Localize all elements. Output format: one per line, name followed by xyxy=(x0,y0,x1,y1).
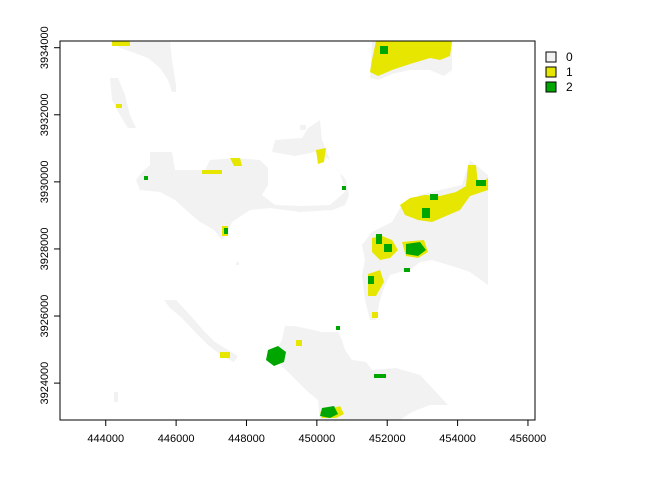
x-tick-label: 448000 xyxy=(228,433,265,445)
x-tick-label: 444000 xyxy=(87,433,124,445)
x-tick-label: 456000 xyxy=(510,433,547,445)
raster-region xyxy=(400,165,488,222)
raster-region xyxy=(300,125,306,130)
x-tick-label: 446000 xyxy=(158,433,195,445)
x-tick-label: 454000 xyxy=(439,433,476,445)
raster-region xyxy=(116,104,122,108)
y-tick-label: 3934000 xyxy=(39,26,51,69)
raster-region xyxy=(374,374,386,378)
raster-region xyxy=(296,340,302,346)
legend: 012 xyxy=(545,50,573,94)
raster-region xyxy=(380,46,388,54)
legend-swatch xyxy=(545,66,557,78)
raster-region xyxy=(422,208,430,218)
raster-region xyxy=(430,194,438,200)
raster-region xyxy=(320,406,338,418)
raster-region xyxy=(224,228,228,234)
raster-region xyxy=(316,148,326,164)
raster-region xyxy=(266,346,286,366)
raster-region xyxy=(112,41,130,46)
raster-region xyxy=(220,352,230,358)
raster-region xyxy=(110,78,136,128)
raster-region xyxy=(336,326,340,330)
y-tick-label: 3928000 xyxy=(39,228,51,271)
raster-region xyxy=(114,392,118,402)
raster-region xyxy=(113,41,176,92)
raster-region xyxy=(230,158,242,166)
raster-region xyxy=(368,276,374,284)
y-axis: 3924000 3926000 3928000 3930000 3932000 39340… xyxy=(39,26,60,405)
x-tick-label: 452000 xyxy=(369,433,406,445)
raster-region xyxy=(144,176,148,180)
raster-region xyxy=(476,180,486,186)
raster-class-2-layer xyxy=(144,46,486,418)
raster-region xyxy=(276,326,448,420)
plot-frame xyxy=(59,40,536,421)
raster-class-0-layer xyxy=(110,41,488,420)
raster-region xyxy=(372,312,378,318)
x-tick-label: 450000 xyxy=(298,433,335,445)
y-tick-label: 3924000 xyxy=(39,362,51,405)
raster-region xyxy=(164,300,238,362)
raster-region xyxy=(342,186,346,190)
raster-region xyxy=(236,262,239,265)
x-axis: 444000 446000 448000 450000 452000 454000 4560… xyxy=(87,420,546,445)
legend-label: 0 xyxy=(566,50,573,64)
raster-region xyxy=(404,268,410,272)
raster-region xyxy=(370,41,452,76)
raster-region xyxy=(202,170,222,174)
legend-swatch xyxy=(545,81,557,93)
raster-region xyxy=(384,244,392,252)
y-tick-label: 3926000 xyxy=(39,295,51,338)
legend-label: 2 xyxy=(566,80,573,94)
y-tick-label: 3932000 xyxy=(39,93,51,136)
raster-region xyxy=(376,234,382,244)
raster-region xyxy=(136,120,349,240)
raster-region xyxy=(406,242,426,256)
y-tick-label: 3930000 xyxy=(39,160,51,203)
legend-swatch xyxy=(545,51,557,63)
legend-label: 1 xyxy=(566,65,573,79)
